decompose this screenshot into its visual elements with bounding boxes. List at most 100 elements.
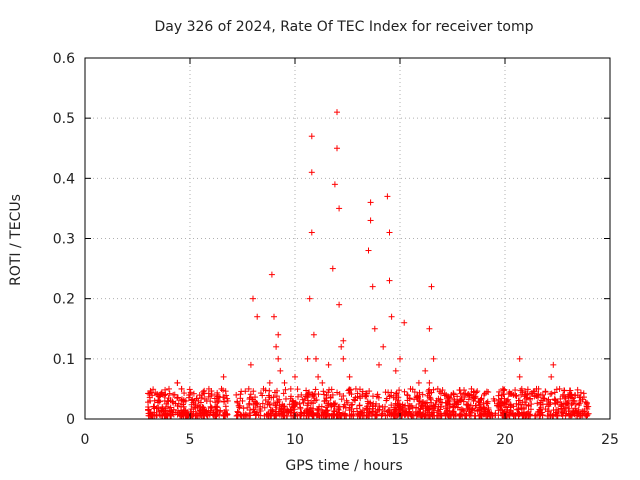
band-point [507, 401, 514, 408]
band-point [468, 385, 475, 392]
x-axis-label: GPS time / hours [285, 458, 402, 474]
data-point [428, 283, 435, 290]
band-point [534, 400, 541, 407]
band-point [495, 407, 502, 414]
band-point [383, 397, 390, 404]
x-tick-label: 25 [601, 432, 619, 448]
data-point [539, 391, 546, 398]
band-point [330, 407, 337, 414]
band-point [247, 391, 254, 398]
band-point [581, 408, 588, 415]
x-tick-label: 5 [186, 432, 195, 448]
data-point [250, 295, 256, 302]
band-point [366, 412, 373, 419]
band-point [164, 412, 171, 419]
data-point [443, 391, 450, 398]
band-point [446, 398, 453, 405]
band-point [322, 407, 329, 414]
band-point [505, 396, 512, 403]
band-point [179, 401, 186, 408]
band-point [234, 411, 241, 418]
band-point [457, 406, 464, 413]
band-point [567, 387, 574, 394]
data-point [182, 397, 189, 404]
band-point [300, 399, 307, 406]
data-point [334, 109, 340, 116]
band-point [485, 404, 492, 411]
band-point [311, 395, 318, 402]
y-axis-label: ROTI / TECUs [8, 194, 24, 286]
data-point [386, 277, 393, 284]
data-point [334, 145, 340, 152]
band-point [416, 389, 423, 396]
band-point [429, 412, 436, 419]
band-point [280, 390, 287, 397]
data-point [422, 367, 429, 374]
band-point [370, 405, 377, 412]
band-point [391, 406, 398, 413]
band-point [299, 396, 306, 403]
band-point [222, 388, 229, 395]
data-point [371, 325, 378, 332]
band-point [498, 392, 505, 399]
band-point [208, 405, 215, 412]
band-point [340, 392, 347, 399]
band-point [572, 400, 579, 407]
data-point [346, 373, 353, 380]
data-point [233, 391, 240, 398]
band-point [219, 387, 226, 394]
band-point [421, 400, 428, 407]
band-point [512, 387, 519, 394]
data-point [178, 385, 185, 392]
band-point [382, 412, 389, 419]
band-point [373, 411, 380, 418]
data-point [388, 313, 395, 320]
band-point [315, 405, 322, 412]
band-point [398, 412, 405, 419]
band-point [584, 412, 591, 419]
band-point [233, 412, 240, 419]
band-point [574, 386, 581, 393]
band-point [180, 408, 187, 415]
band-point [295, 393, 302, 400]
band-point [425, 406, 432, 413]
band-point [294, 386, 301, 393]
band-point [267, 401, 274, 408]
band-point [505, 390, 512, 397]
band-point [160, 408, 167, 415]
data-point [340, 337, 347, 344]
band-point [296, 400, 303, 407]
data-point [369, 283, 376, 290]
band-point [289, 404, 296, 411]
band-point [185, 394, 192, 401]
band-point [465, 396, 472, 403]
band-point [513, 393, 520, 400]
data-point [325, 361, 332, 368]
data-point [523, 391, 529, 398]
band-point [332, 400, 339, 407]
band-point [177, 412, 184, 419]
band-point [414, 393, 421, 400]
data-point [352, 385, 359, 392]
data-point [319, 379, 326, 386]
band-point [519, 399, 526, 406]
band-point [257, 390, 264, 397]
data-point [308, 133, 315, 140]
data-point [313, 355, 319, 362]
data-point [329, 265, 336, 272]
band-point [154, 405, 161, 412]
data-point [376, 361, 382, 368]
band-point [352, 397, 359, 404]
data-point [187, 391, 193, 398]
band-point [201, 387, 208, 394]
data-point [275, 355, 282, 362]
band-point [558, 403, 565, 410]
y-tick-label: 0.6 [53, 51, 75, 67]
band-point [358, 409, 365, 416]
band-point [310, 411, 317, 418]
x-tick-label: 15 [391, 432, 409, 448]
band-point [269, 408, 276, 415]
band-point [532, 412, 539, 419]
band-point [457, 397, 464, 404]
